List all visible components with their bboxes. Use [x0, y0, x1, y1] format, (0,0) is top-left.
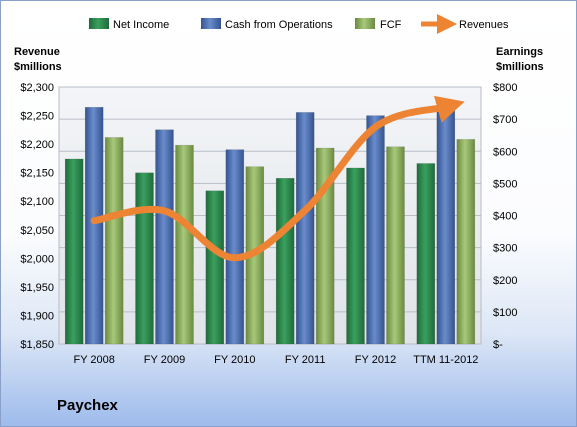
legend-label-cash-from-operations: Cash from Operations: [225, 19, 333, 31]
bar-net-income: [346, 167, 365, 345]
left-axis-title-line1: Revenue: [14, 46, 60, 58]
left-axis-title-line2: $millions: [14, 61, 62, 73]
legend-item-cash-from-operations: Cash from Operations: [201, 18, 333, 31]
x-tick-label: FY 2010: [214, 354, 255, 366]
x-tick-label: TTM 11-2012: [413, 354, 478, 366]
left-tick-label: $2,250: [20, 111, 54, 123]
legend-label-net-income: Net Income: [113, 19, 169, 31]
bar-fcf: [386, 146, 405, 345]
left-tick-label: $2,300: [20, 82, 54, 94]
legend-swatch-net-income: [89, 18, 109, 29]
x-tick-label: FY 2009: [144, 354, 185, 366]
legend-label-fcf: FCF: [380, 19, 402, 31]
bars: [64, 103, 476, 345]
legend: Net Income Cash from Operations FCF Reve…: [89, 14, 509, 34]
right-tick-label: $500: [493, 178, 517, 190]
revenues-line: [90, 95, 465, 262]
company-name: Paychex: [57, 397, 118, 414]
right-tick-label: $-: [493, 339, 503, 351]
bar-fcf: [104, 137, 124, 345]
left-tick-label: $1,950: [20, 282, 54, 294]
right-axis-ticks: $- $100 $200 $300 $400 $500 $600 $700 $800: [493, 82, 517, 351]
left-tick-label: $2,050: [20, 225, 54, 237]
bar-net-income: [205, 190, 225, 345]
right-tick-label: $400: [493, 211, 517, 223]
left-tick-label: $2,150: [20, 168, 54, 180]
right-tick-label: $200: [493, 275, 517, 287]
x-tick-label: FY 2011: [285, 354, 326, 366]
bar-cash-from-operations: [295, 112, 315, 345]
x-tick-label: FY 2008: [73, 354, 114, 366]
right-tick-label: $300: [493, 243, 517, 255]
bar-cash-from-operations: [436, 103, 456, 345]
bar-fcf: [175, 144, 194, 345]
bar-net-income: [416, 163, 436, 345]
legend-label-revenues: Revenues: [459, 19, 509, 31]
right-axis-title-line2: $millions: [496, 61, 544, 73]
right-tick-label: $800: [493, 82, 517, 94]
x-axis-ticks: FY 2008 FY 2009 FY 2010 FY 2011 FY 2012 TTM 1…: [73, 354, 478, 366]
bar-cash-from-operations: [225, 149, 245, 345]
right-tick-label: $100: [493, 307, 517, 319]
bar-net-income: [135, 172, 154, 345]
left-tick-label: $1,900: [20, 310, 54, 322]
legend-item-fcf: FCF: [355, 18, 402, 31]
right-axis-title-line1: Earnings: [496, 46, 543, 58]
legend-item-net-income: Net Income: [89, 18, 169, 31]
legend-item-revenues: Revenues: [421, 14, 509, 34]
bar-cash-from-operations: [155, 129, 174, 345]
left-tick-label: $2,100: [20, 196, 54, 208]
bar-net-income: [275, 177, 295, 345]
left-tick-label: $1,850: [20, 339, 54, 351]
left-axis-ticks: $1,850 $1,900 $1,950 $2,000 $2,050 $2,100 $2,1…: [20, 82, 54, 351]
left-tick-label: $2,200: [20, 139, 54, 151]
bar-fcf: [456, 139, 476, 345]
x-tick-label: FY 2012: [355, 354, 396, 366]
gridlines: [59, 86, 481, 313]
legend-swatch-cash-from-operations: [201, 18, 221, 29]
revenue-line-layer: [90, 95, 465, 262]
legend-swatch-fcf: [355, 18, 375, 29]
bar-net-income: [64, 158, 84, 345]
bar-cash-from-operations: [366, 115, 385, 345]
right-tick-label: $600: [493, 146, 517, 158]
right-tick-label: $700: [493, 114, 517, 126]
bar-cash-from-operations: [84, 106, 104, 345]
left-tick-label: $2,000: [20, 253, 54, 265]
